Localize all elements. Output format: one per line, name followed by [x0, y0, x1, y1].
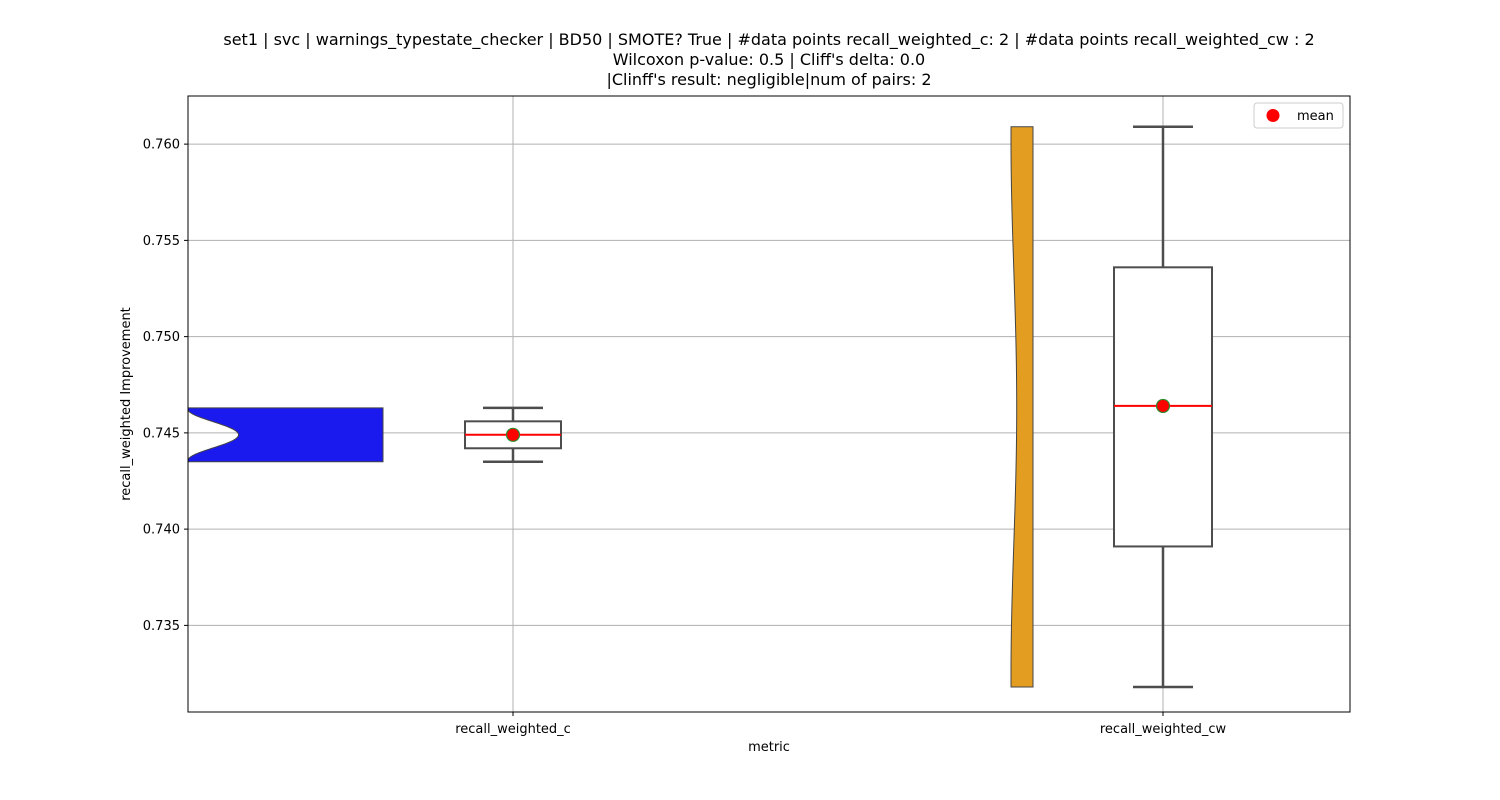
violin-shape [187, 407, 384, 463]
y-tick-label: 0.760 [143, 138, 180, 153]
legend-box [1253, 102, 1344, 129]
y-tick-label: 0.750 [143, 330, 180, 345]
y-axis-label: recall_weighted Improvement [119, 307, 134, 501]
x-tick-label: recall_weighted_c [455, 722, 571, 737]
chart-title-line-1: set1 | svc | warnings_typestate_checker … [223, 30, 1315, 49]
y-tick-label: 0.755 [143, 234, 180, 249]
axes: 0.735 0.740 0.745 0.750 0.755 0.760 recall_wei… [143, 138, 1227, 737]
mean-marker [505, 427, 521, 442]
legend-mean-marker [1266, 109, 1280, 122]
x-tick-label: recall_weighted_cw [1100, 722, 1227, 737]
chart-title: set1 | svc | warnings_typestate_checker … [188, 30, 1350, 90]
violin-layer [187, 126, 1034, 688]
mean-marker [1155, 398, 1171, 414]
x-axis-label: metric [748, 740, 790, 755]
y-tick-label: 0.740 [143, 523, 180, 538]
violin-shape [1010, 126, 1034, 688]
legend: mean [1253, 102, 1344, 129]
chart-title-line-3: |Clinff's result: negligible|num of pair… [606, 70, 932, 89]
legend-mean-label: mean [1297, 109, 1334, 124]
plot-frame [187, 95, 1351, 713]
y-tick-label: 0.735 [143, 619, 180, 634]
box-layer [464, 125, 1213, 689]
chart-title-line-2: Wilcoxon p-value: 0.5 | Cliff's delta: 0… [612, 50, 926, 69]
y-tick-label: 0.745 [143, 426, 180, 441]
